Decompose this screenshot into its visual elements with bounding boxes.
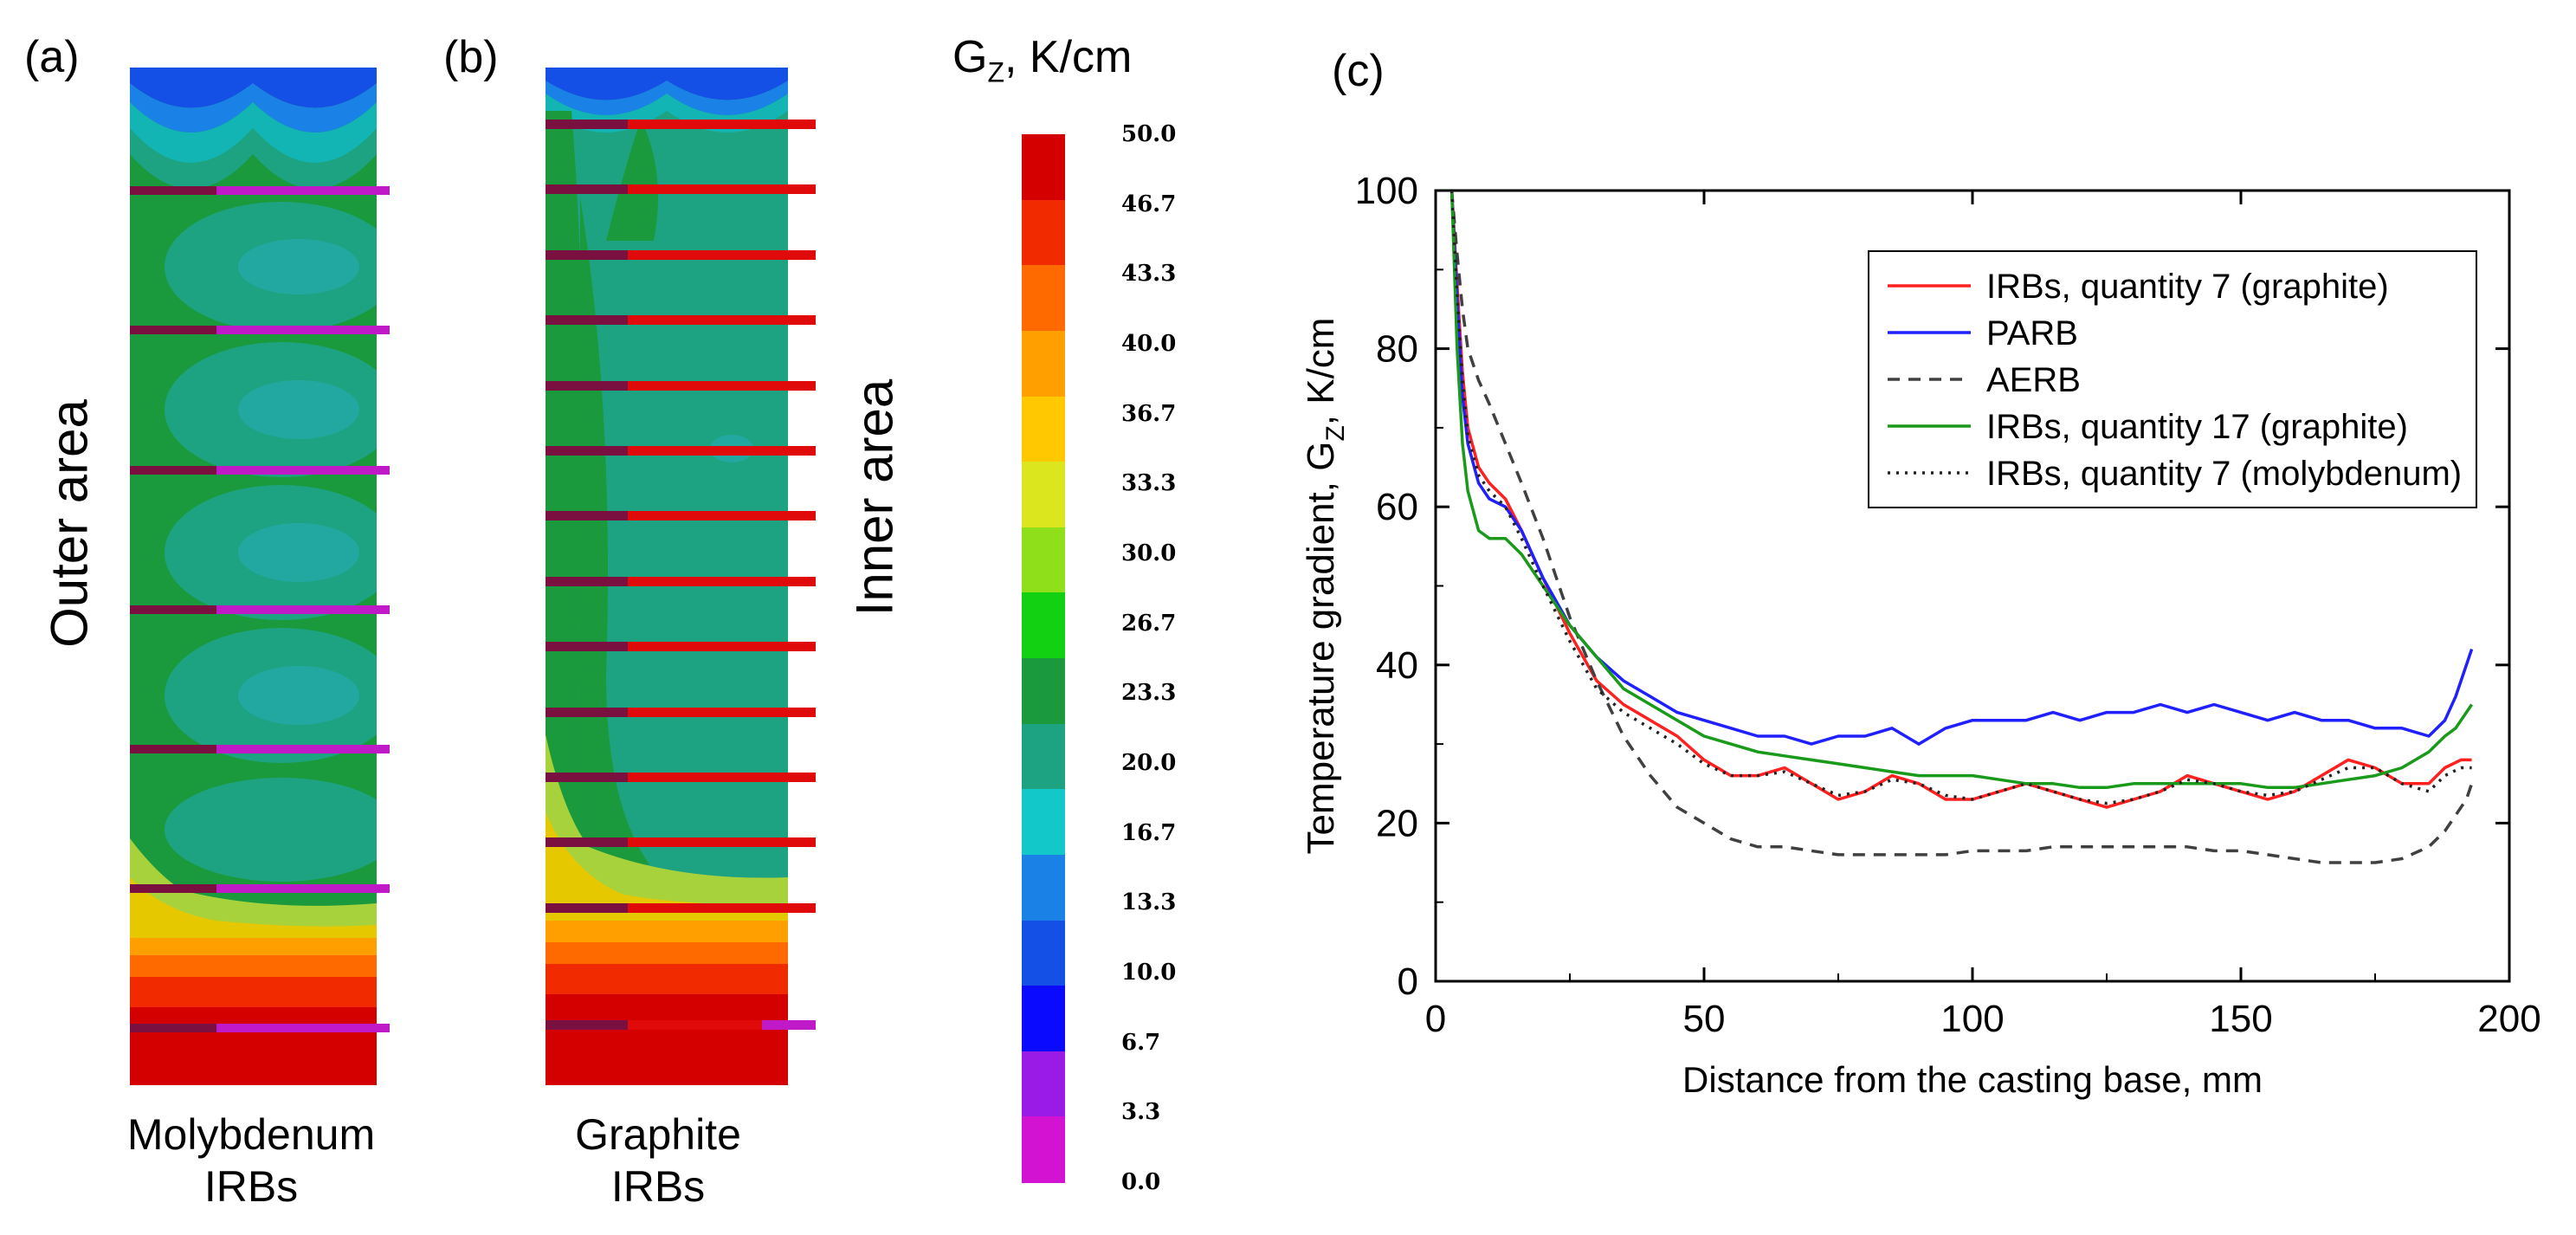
legend-label: IRBs, quantity 17 (graphite): [1986, 408, 2408, 446]
colorbar-segment: [1022, 1116, 1065, 1183]
colorbar-segment: [1022, 330, 1065, 397]
colorbar-tick-label: 43.3: [1121, 261, 1177, 288]
y-tick-label: 100: [1355, 170, 1418, 212]
series-line-1: [1449, 190, 2474, 746]
x-axis-label: Distance from the casting base, mm: [1682, 1059, 2263, 1100]
legend-label: AERB: [1986, 361, 2081, 399]
legend-box: [1868, 250, 2477, 508]
colorbar-tick-label: 3.3: [1121, 1099, 1161, 1126]
colorbar-tick-label: 30.0: [1121, 540, 1177, 566]
colorbar-title-sub: Z: [987, 56, 1004, 88]
legend-label: PARB: [1986, 314, 2078, 352]
y-tick-label: 20: [1376, 802, 1418, 844]
graphite-rods: [546, 120, 816, 1030]
caption-graphite: Graphite IRBs: [485, 1109, 831, 1212]
colorbar-tick-label: 6.7: [1121, 1029, 1161, 1056]
colorbar-title: GZ, K/cm: [952, 31, 1132, 88]
field-map-graphite: [546, 68, 816, 1085]
colorbar-segment: [1022, 134, 1065, 201]
panel-label-c: (c): [1332, 46, 1385, 96]
x-tick-label: 150: [2209, 998, 2272, 1040]
x-tick-label: 100: [1940, 998, 2004, 1040]
colorbar-segment: [1022, 199, 1065, 266]
y-axis-label-unit: , K/cm: [1300, 318, 1342, 426]
colorbar-segment: [1022, 658, 1065, 725]
colorbar-tick-label: 23.3: [1121, 680, 1177, 707]
molybdenum-rods: [130, 186, 390, 1032]
colorbar-segment: [1022, 527, 1065, 593]
y-axis-label: Temperature gradient, GZ, K/cm: [1300, 318, 1350, 855]
colorbar-tick-label: 50.0: [1121, 121, 1177, 147]
colorbar-segment: [1022, 462, 1065, 528]
inner-area-label: Inner area: [845, 378, 904, 617]
legend-label: IRBs, quantity 7 (graphite): [1986, 268, 2389, 306]
colorbar-title-unit: , K/cm: [1004, 32, 1133, 82]
colorbar-segment: [1022, 1051, 1065, 1117]
outer-area-label: Outer area: [40, 399, 99, 648]
colorbar-tick-label: 16.7: [1121, 819, 1177, 846]
x-tick-label: 200: [2477, 998, 2540, 1040]
caption-molybdenum: Molybdenum IRBs: [69, 1109, 433, 1212]
colorbar-tick-label: 36.7: [1121, 400, 1177, 427]
colorbar-segment: [1022, 592, 1065, 659]
colorbar-labels: 50.0 46.7 43.3 40.0 36.7 33.3 30.0 26.7 23.3 20.0…: [1121, 113, 1225, 1195]
colorbar-segment: [1022, 723, 1065, 790]
colorbar-segment: [1022, 396, 1065, 462]
series-line-3: [1449, 190, 2474, 790]
colorbar-segment: [1022, 265, 1065, 332]
colorbar-title-main: G: [952, 32, 988, 82]
colorbar-tick-label: 33.3: [1121, 470, 1177, 497]
colorbar-tick-label: 26.7: [1121, 610, 1177, 637]
colorbar-segment: [1022, 789, 1065, 856]
colorbar-segment: [1022, 920, 1065, 986]
caption-graphite-line2: IRBs: [610, 1162, 706, 1211]
panel-label-b: (b): [443, 32, 499, 82]
gradient-line-chart: 0 50 100 150 200 0 20 40 60 80 100 Distance from th…: [1300, 170, 2541, 1100]
colorbar-tick-label: 10.0: [1121, 960, 1177, 986]
x-tick-label: 50: [1683, 998, 1726, 1040]
colorbar-tick-label: 0.0: [1121, 1169, 1161, 1195]
y-tick-label: 80: [1376, 328, 1418, 371]
y-tick-label: 0: [1398, 960, 1418, 1003]
colorbar-segment: [1022, 986, 1065, 1052]
y-axis-label-main: Temperature gradient, G: [1300, 442, 1342, 855]
y-axis-label-sub: Z: [1321, 425, 1350, 441]
panel-label-a: (a): [24, 32, 80, 82]
colorbar-tick-label: 20.0: [1121, 750, 1177, 776]
colorbar-tick-label: 40.0: [1121, 331, 1177, 357]
x-tick-label: 0: [1425, 998, 1446, 1040]
colorbar-tick-label: 46.7: [1121, 191, 1177, 217]
field-map-molybdenum: [130, 68, 390, 1085]
y-tick-label: 60: [1376, 486, 1418, 528]
colorbar: [1022, 134, 1065, 1183]
colorbar-segment: [1022, 854, 1065, 921]
colorbar-tick-label: 13.3: [1121, 889, 1177, 916]
legend-label: IRBs, quantity 7 (molybdenum): [1986, 455, 2462, 493]
series-line-4: [1449, 190, 2472, 805]
caption-molybdenum-line1: Molybdenum: [126, 1110, 376, 1159]
caption-molybdenum-line2: IRBs: [203, 1162, 299, 1211]
series-line-2: [1449, 190, 2474, 864]
y-tick-label: 40: [1376, 644, 1418, 687]
caption-graphite-line1: Graphite: [575, 1110, 741, 1159]
